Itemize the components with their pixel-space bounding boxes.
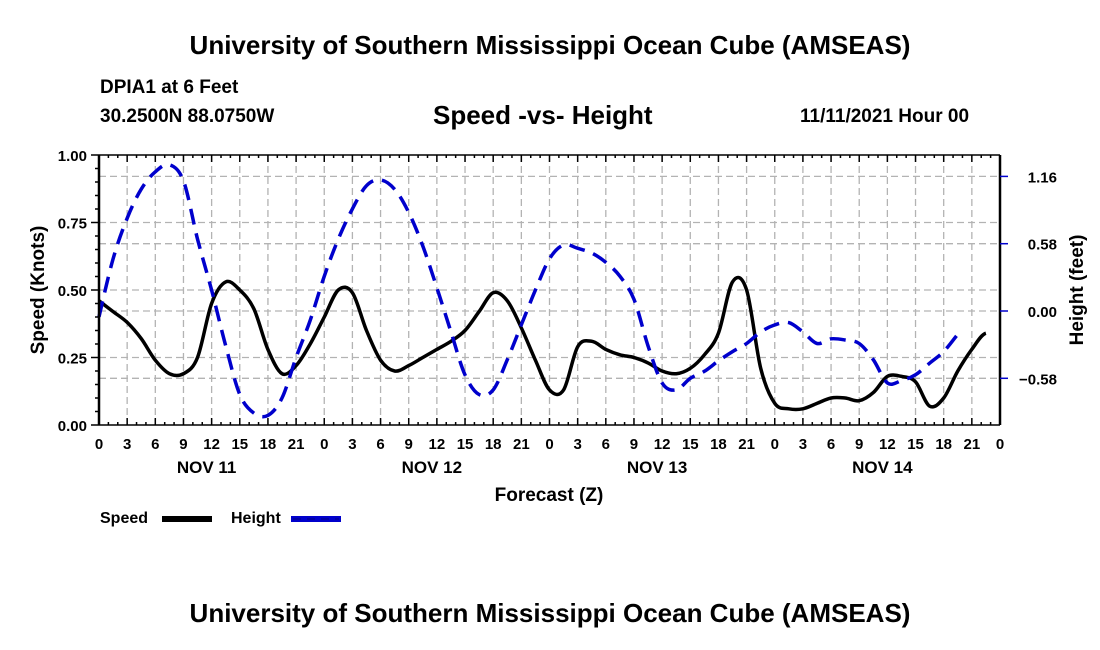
x-tick-label: 18	[935, 436, 952, 453]
legend-speed-label: Speed	[100, 510, 149, 527]
x-tick-label: 18	[485, 436, 502, 453]
x-day-label: NOV 12	[402, 458, 462, 477]
x-tick-label: 12	[429, 436, 446, 453]
y2-tick-label: 0.58	[1028, 237, 1057, 254]
x-tick-label: 18	[260, 436, 277, 453]
x-tick-label: 15	[907, 436, 924, 453]
coordinates-label: 30.2500N 88.0750W	[100, 106, 275, 127]
x-tick-label: 3	[799, 436, 807, 453]
y-tick-label: 0.00	[58, 418, 87, 435]
x-tick-label: 3	[348, 436, 356, 453]
tick-labels: 0 3 6 9 12 15 18 21 0 3 6 9 12 15 18 21 0 3 6 9 12 15 18 21 0 3 6 9…	[58, 148, 1057, 477]
series-layer	[97, 162, 987, 419]
x-tick-label: 12	[203, 436, 220, 453]
x-axis-label: Forecast (Z)	[495, 485, 604, 506]
x-tick-label: 3	[573, 436, 581, 453]
legend-height-swatch	[291, 516, 341, 522]
datetime-label: 11/11/2021 Hour 00	[800, 106, 970, 127]
x-day-label: NOV 11	[177, 458, 237, 477]
y-tick-label: 0.50	[58, 283, 87, 300]
x-tick-label: 0	[771, 436, 779, 453]
y-axis-label: Speed (Knots)	[28, 226, 49, 355]
chart-subtitle: Speed -vs- Height	[433, 100, 653, 130]
x-tick-label: 21	[288, 436, 305, 453]
x-tick-label: 6	[151, 436, 159, 453]
axes	[91, 154, 1008, 426]
x-tick-label: 6	[827, 436, 835, 453]
x-tick-label: 21	[964, 436, 981, 453]
x-tick-label: 0	[320, 436, 328, 453]
x-tick-label: 0	[545, 436, 553, 453]
x-tick-label: 9	[630, 436, 638, 453]
x-tick-label: 21	[738, 436, 755, 453]
y-tick-label: 1.00	[58, 148, 87, 165]
legend	[162, 516, 341, 522]
x-tick-label: 15	[231, 436, 248, 453]
grid	[99, 155, 1000, 425]
x-tick-label: 15	[457, 436, 474, 453]
x-tick-label: 9	[855, 436, 863, 453]
x-tick-label: 21	[513, 436, 530, 453]
x-day-label: NOV 13	[627, 458, 687, 477]
series-line-height	[97, 162, 960, 419]
x-tick-label: 15	[682, 436, 699, 453]
legend-speed-swatch	[162, 516, 212, 522]
x-tick-label: 12	[879, 436, 896, 453]
x-tick-label: 9	[405, 436, 413, 453]
y-tick-label: 0.25	[58, 351, 87, 368]
main-title: University of Southern Mississippi Ocean…	[189, 30, 911, 60]
x-tick-label: 6	[602, 436, 610, 453]
x-tick-label: 3	[123, 436, 131, 453]
x-day-label: NOV 14	[852, 458, 913, 477]
x-tick-label: 0	[95, 436, 103, 453]
y-tick-label: 0.75	[58, 216, 87, 233]
footer-title: University of Southern Mississippi Ocean…	[189, 598, 911, 628]
x-tick-label: 12	[654, 436, 671, 453]
y2-tick-label: 0.00	[1028, 304, 1057, 321]
station-label: DPIA1 at 6 Feet	[100, 77, 239, 98]
series-line-speed	[97, 275, 987, 412]
legend-height-label: Height	[231, 510, 281, 527]
y2-tick-label: 1.16	[1028, 169, 1057, 186]
y2-axis-label: Height (feet)	[1067, 235, 1088, 346]
y2-tick-label: −0.58	[1019, 371, 1057, 388]
x-tick-label: 0	[996, 436, 1004, 453]
x-tick-label: 18	[710, 436, 727, 453]
x-tick-label: 6	[376, 436, 384, 453]
x-tick-label: 9	[179, 436, 187, 453]
